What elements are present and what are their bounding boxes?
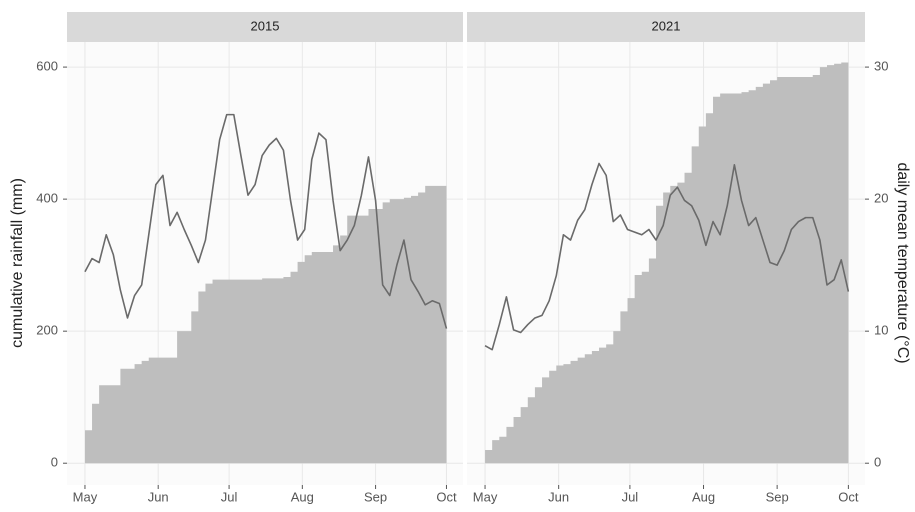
rainfall-area (84, 185, 447, 464)
y2-tick-label: 30 (874, 59, 888, 74)
x-tick-label: May (73, 489, 98, 504)
x-tick-label: Sep (364, 489, 387, 504)
temperature-line (84, 113, 448, 329)
rainfall-area (485, 62, 849, 464)
y2-tick-label: 10 (874, 323, 888, 338)
x-tick-label: Aug (692, 489, 715, 504)
y2-axis-title: daily mean temperature (°C) (894, 162, 911, 363)
y-tick-label: 0 (51, 455, 58, 470)
y2-tick-label: 20 (874, 191, 888, 206)
x-tick-label: Aug (291, 489, 314, 504)
y2-tick-label: 0 (874, 455, 881, 470)
facet-title: 2015 (251, 18, 280, 33)
x-tick-label: Oct (436, 489, 457, 504)
x-tick-label: Jul (221, 489, 238, 504)
y-axis-title: cumulative rainfall (mm) (9, 178, 26, 348)
strip (467, 12, 865, 42)
y-tick-label: 200 (36, 323, 58, 338)
y-tick-label: 600 (36, 59, 58, 74)
x-tick-label: Sep (766, 489, 789, 504)
temperature-line (484, 162, 850, 351)
x-tick-label: Oct (838, 489, 859, 504)
facet-title: 2021 (652, 18, 681, 33)
x-tick-label: Jun (148, 489, 169, 504)
x-tick-label: May (473, 489, 498, 504)
y-tick-label: 400 (36, 191, 58, 206)
x-tick-label: Jun (548, 489, 569, 504)
x-tick-label: Jul (622, 489, 639, 504)
strip (67, 12, 463, 42)
